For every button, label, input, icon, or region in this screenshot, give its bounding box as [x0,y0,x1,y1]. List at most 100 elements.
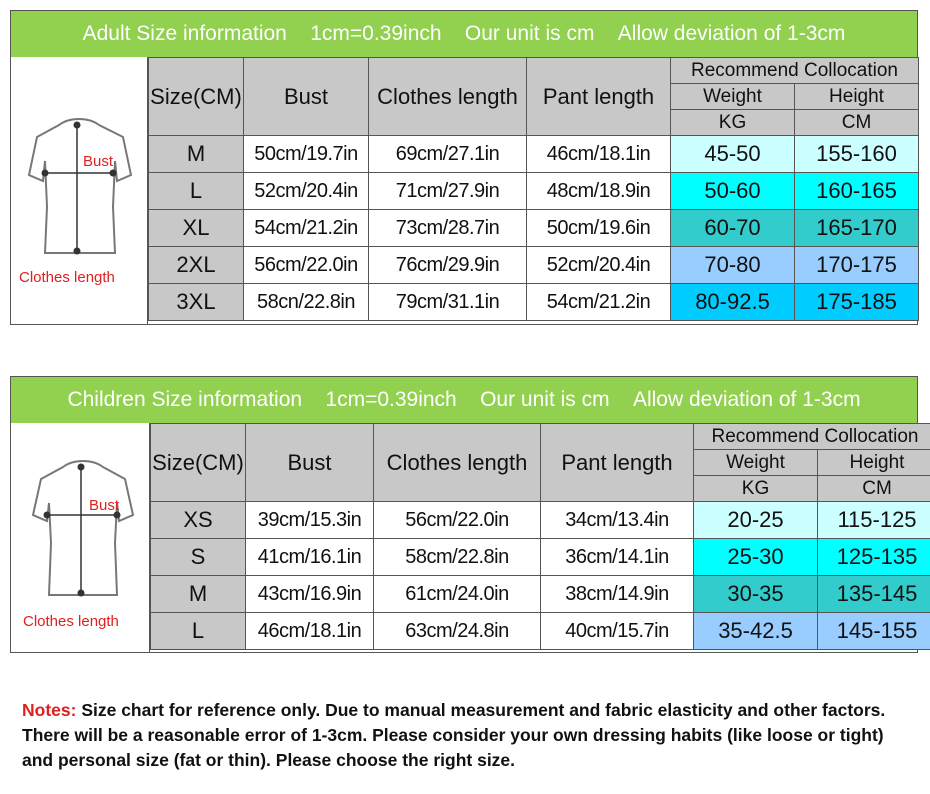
banner-title: Children Size information [67,388,303,411]
header-recommend: Recommend Collocation [693,423,930,450]
table-row: 2XL 56cm/22.0in 76cm/29.9in 52cm/20.4in 70-8… [148,246,919,284]
height-cell: 165-170 [794,209,919,247]
height-cell: 135-145 [817,575,930,613]
banner-deviation: Allow deviation of 1-3cm [617,22,846,45]
table-row: XS 39cm/15.3in 56cm/22.0in 34cm/13.4in 20-25… [150,501,930,539]
header-size: Size(CM) [148,57,244,136]
weight-cell: 20-25 [693,501,818,539]
header-bust: Bust [245,423,374,502]
tshirt-outline-icon [27,117,133,255]
clothes-length-label: Clothes length [23,613,119,630]
weight-cell: 30-35 [693,575,818,613]
pant-length-cell: 34cm/13.4in [540,501,694,539]
height-cell: 160-165 [794,172,919,210]
size-cell: L [148,172,244,210]
bust-cell: 43cm/16.9in [245,575,374,613]
clothes-length-cell: 76cm/29.9in [368,246,527,284]
header-cm: CM [794,109,919,136]
size-cell: M [150,575,246,613]
pant-length-cell: 40cm/15.7in [540,612,694,650]
bust-label: Bust [83,153,114,170]
header-kg: KG [670,109,795,136]
size-cell: L [150,612,246,650]
height-cell: 115-125 [817,501,930,539]
pant-length-cell: 48cm/18.9in [526,172,671,210]
pant-length-cell: 46cm/18.1in [526,135,671,173]
table-row: XL 54cm/21.2in 73cm/28.7in 50cm/19.6in 60-70… [148,209,919,247]
banner-conversion: 1cm=0.39inch [325,388,457,411]
bust-label: Bust [89,497,120,514]
bust-cell: 46cm/18.1in [245,612,374,650]
height-cell: 170-175 [794,246,919,284]
table-row: S 41cm/16.1in 58cm/22.8in 36cm/14.1in 25-30 1… [150,538,930,576]
header-kg: KG [693,475,818,502]
clothes-length-cell: 63cm/24.8in [373,612,541,650]
weight-cell: 25-30 [693,538,818,576]
clothes-length-cell: 69cm/27.1in [368,135,527,173]
table-row: L 46cm/18.1in 63cm/24.8in 40cm/15.7in 35-42.… [150,612,930,650]
weight-cell: 60-70 [670,209,795,247]
adult-tshirt-figure: Bust Clothes length [11,57,148,324]
size-cell: M [148,135,244,173]
children-tshirt-figure: Bust Clothes length [11,423,150,652]
pant-length-cell: 38cm/14.9in [540,575,694,613]
table-row: L 52cm/20.4in 71cm/27.9in 48cm/18.9in 50-60 1… [148,172,919,210]
header-cm: CM [817,475,930,502]
size-cell: 3XL [148,283,244,321]
header-weight: Weight [693,449,818,476]
clothes-length-cell: 73cm/28.7in [368,209,527,247]
bust-cell: 39cm/15.3in [245,501,374,539]
header-size: Size(CM) [150,423,246,502]
notes-text: Size chart for reference only. Due to ma… [22,700,886,770]
table-row: M 50cm/19.7in 69cm/27.1in 46cm/18.1in 45-50 1… [148,135,919,173]
banner-unit: Our unit is cm [464,22,595,45]
banner-conversion: 1cm=0.39inch [310,22,442,45]
clothes-length-cell: 56cm/22.0in [373,501,541,539]
clothes-length-cell: 61cm/24.0in [373,575,541,613]
adult-banner: Adult Size information 1cm=0.39inch Our … [11,11,917,57]
height-cell: 175-185 [794,283,919,321]
size-cell: XL [148,209,244,247]
pant-length-cell: 52cm/20.4in [526,246,671,284]
header-pant-length: Pant length [540,423,694,502]
weight-cell: 50-60 [670,172,795,210]
size-cell: 2XL [148,246,244,284]
adult-size-chart: Adult Size information 1cm=0.39inch Our … [10,10,919,325]
table-row: 3XL 58cn/22.8in 79cm/31.1in 54cm/21.2in 80-9… [148,283,919,321]
height-cell: 125-135 [817,538,930,576]
children-size-table: Size(CM) Bust Clothes length Pant length… [150,423,930,650]
notes-paragraph: Notes: Size chart for reference only. Du… [22,698,902,773]
banner-deviation: Allow deviation of 1-3cm [632,388,861,411]
header-height: Height [794,83,919,110]
banner-title: Adult Size information [82,22,287,45]
tshirt-outline-icon [31,459,135,597]
notes-label: Notes: [22,700,77,720]
header-clothes-length: Clothes length [373,423,541,502]
table-row: M 43cm/16.9in 61cm/24.0in 38cm/14.9in 30-35 1… [150,575,930,613]
clothes-length-cell: 79cm/31.1in [368,283,527,321]
bust-cell: 52cm/20.4in [243,172,369,210]
header-recommend: Recommend Collocation [670,57,919,84]
bust-cell: 41cm/16.1in [245,538,374,576]
weight-cell: 45-50 [670,135,795,173]
size-cell: XS [150,501,246,539]
bust-cell: 56cm/22.0in [243,246,369,284]
children-size-chart: Children Size information 1cm=0.39inch O… [10,376,930,653]
header-height: Height [817,449,930,476]
clothes-length-cell: 58cm/22.8in [373,538,541,576]
pant-length-cell: 50cm/19.6in [526,209,671,247]
height-cell: 145-155 [817,612,930,650]
bust-cell: 54cm/21.2in [243,209,369,247]
header-bust: Bust [243,57,369,136]
pant-length-cell: 36cm/14.1in [540,538,694,576]
bust-cell: 58cn/22.8in [243,283,369,321]
adult-size-table: Size(CM) Bust Clothes length Pant length… [148,57,919,321]
weight-cell: 35-42.5 [693,612,818,650]
pant-length-cell: 54cm/21.2in [526,283,671,321]
header-clothes-length: Clothes length [368,57,527,136]
header-pant-length: Pant length [526,57,671,136]
weight-cell: 80-92.5 [670,283,795,321]
children-banner: Children Size information 1cm=0.39inch O… [11,377,917,423]
clothes-length-cell: 71cm/27.9in [368,172,527,210]
size-cell: S [150,538,246,576]
